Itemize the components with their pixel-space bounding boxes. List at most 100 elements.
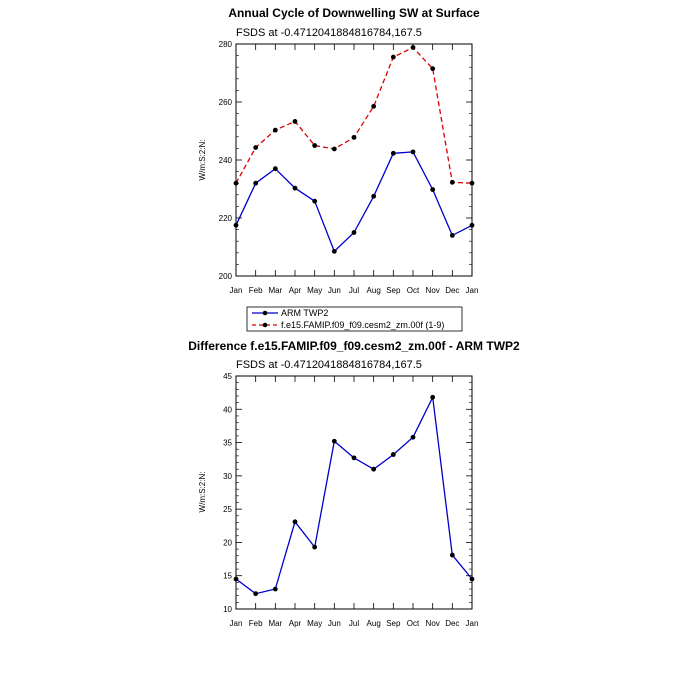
data-point [233, 180, 239, 186]
y-tick-label: 280 [219, 40, 233, 49]
data-point [390, 150, 396, 156]
data-point [410, 434, 416, 440]
data-point [292, 185, 298, 191]
x-tick-label: Aug [367, 619, 381, 628]
data-point [390, 54, 396, 60]
x-tick-label: Apr [289, 286, 302, 295]
chart-subtitle: FSDS at -0.4712041884816784,167.5 [236, 27, 422, 39]
x-tick-label: Nov [426, 286, 440, 295]
series-layer [233, 394, 475, 597]
y-tick-label: 25 [223, 505, 232, 514]
x-tick-label: Aug [367, 286, 381, 295]
x-tick-label: Nov [426, 619, 440, 628]
x-tick-label: Jan [230, 619, 243, 628]
data-point [253, 145, 259, 150]
chart-subtitle: FSDS at -0.4712041884816784,167.5 [236, 359, 422, 371]
data-point [449, 179, 455, 185]
y-tick-label: 240 [219, 156, 233, 165]
data-point [410, 149, 416, 155]
data-point [272, 127, 278, 133]
data-point [430, 394, 436, 400]
x-tick-label: Apr [289, 619, 302, 628]
data-point [371, 103, 377, 109]
x-tick-label: Jun [328, 286, 341, 295]
x-tick-label: Jul [349, 619, 359, 628]
y-tick-label: 200 [219, 272, 233, 281]
data-point [371, 193, 377, 199]
legend-marker-arm [262, 310, 268, 316]
data-point [351, 134, 357, 140]
y-tick-label: 260 [219, 98, 233, 107]
data-point [312, 143, 318, 148]
x-tick-label: Feb [249, 619, 263, 628]
data-point [469, 576, 475, 582]
data-point [449, 233, 455, 238]
data-point [272, 166, 278, 172]
x-tick-label: May [307, 619, 322, 628]
x-tick-label: Oct [407, 286, 420, 295]
x-tick-label: Dec [445, 619, 459, 628]
data-point [331, 438, 337, 444]
x-tick-label: Mar [268, 619, 282, 628]
data-point [469, 222, 475, 228]
chart-title: Annual Cycle of Downwelling SW at Surfac… [228, 6, 480, 20]
legend-label-arm: ARM TWP2 [281, 308, 328, 318]
legend: ARM TWP2 f.e15.FAMIP.f09_f09.cesm2_zm.00… [246, 306, 463, 332]
plot-frame [235, 375, 473, 610]
x-tick-label: Jan [466, 619, 479, 628]
y-tick-label: 30 [223, 472, 232, 481]
data-point [390, 452, 396, 457]
data-point [272, 586, 278, 592]
x-tick-label: Feb [249, 286, 263, 295]
series-layer [233, 45, 475, 254]
y-tick-label: 35 [223, 439, 232, 448]
legend-box [246, 306, 463, 332]
x-tick-label: Jun [328, 619, 341, 628]
data-point [351, 230, 357, 235]
data-point [233, 222, 239, 228]
y-tick-label: 220 [219, 214, 233, 223]
difference-panel: Difference f.e15.FAMIP.f09_f09.cesm2_zm.… [188, 339, 520, 628]
y-tick-label: 10 [223, 605, 232, 614]
data-point [312, 198, 318, 204]
data-point [253, 591, 259, 597]
data-point [371, 466, 377, 472]
x-tick-label: Jan [466, 286, 479, 295]
y-tick-label: 40 [223, 405, 232, 414]
data-point [351, 455, 357, 461]
series-line-0 [235, 151, 473, 253]
y-axis-label: W/m:S:2:N: [198, 472, 207, 513]
legend-label-model: f.e15.FAMIP.f09_f09.cesm2_zm.00f (1-9) [281, 320, 444, 330]
y-tick-label: 15 [223, 572, 232, 581]
data-point [331, 248, 337, 254]
y-tick-label: 20 [223, 538, 232, 547]
x-tick-label: Jul [349, 286, 359, 295]
y-tick-label: 45 [223, 372, 232, 381]
x-tick-label: Oct [407, 619, 420, 628]
data-point [233, 576, 239, 582]
plot-frame [235, 43, 473, 277]
legend-marker-model [262, 322, 268, 328]
x-tick-label: May [307, 286, 322, 295]
data-point [430, 66, 436, 72]
x-tick-label: Dec [445, 286, 459, 295]
x-tick-label: Mar [268, 286, 282, 295]
x-tick-label: Sep [386, 619, 401, 628]
annual-cycle-panel: Annual Cycle of Downwelling SW at Surfac… [198, 6, 480, 332]
data-point [253, 180, 259, 186]
data-point [449, 552, 455, 558]
data-point [410, 45, 416, 50]
x-tick-label: Sep [386, 286, 401, 295]
data-point [312, 544, 318, 550]
data-point [292, 519, 298, 525]
data-point [469, 180, 475, 186]
series-line-0 [235, 395, 473, 595]
axis-ticks: Jan Feb Mar Apr May Jun Jul Aug Sep Oct Nov Dec Jan 1… [223, 372, 478, 628]
chart-title: Difference f.e15.FAMIP.f09_f09.cesm2_zm.… [188, 339, 520, 353]
axis-ticks: Jan Feb Mar Apr May Jun Jul Aug Sep Oct Nov Dec Jan 2… [219, 40, 479, 295]
data-point [331, 146, 337, 152]
x-tick-label: Jan [230, 286, 243, 295]
series-line-1 [235, 46, 473, 184]
data-point [292, 119, 298, 124]
